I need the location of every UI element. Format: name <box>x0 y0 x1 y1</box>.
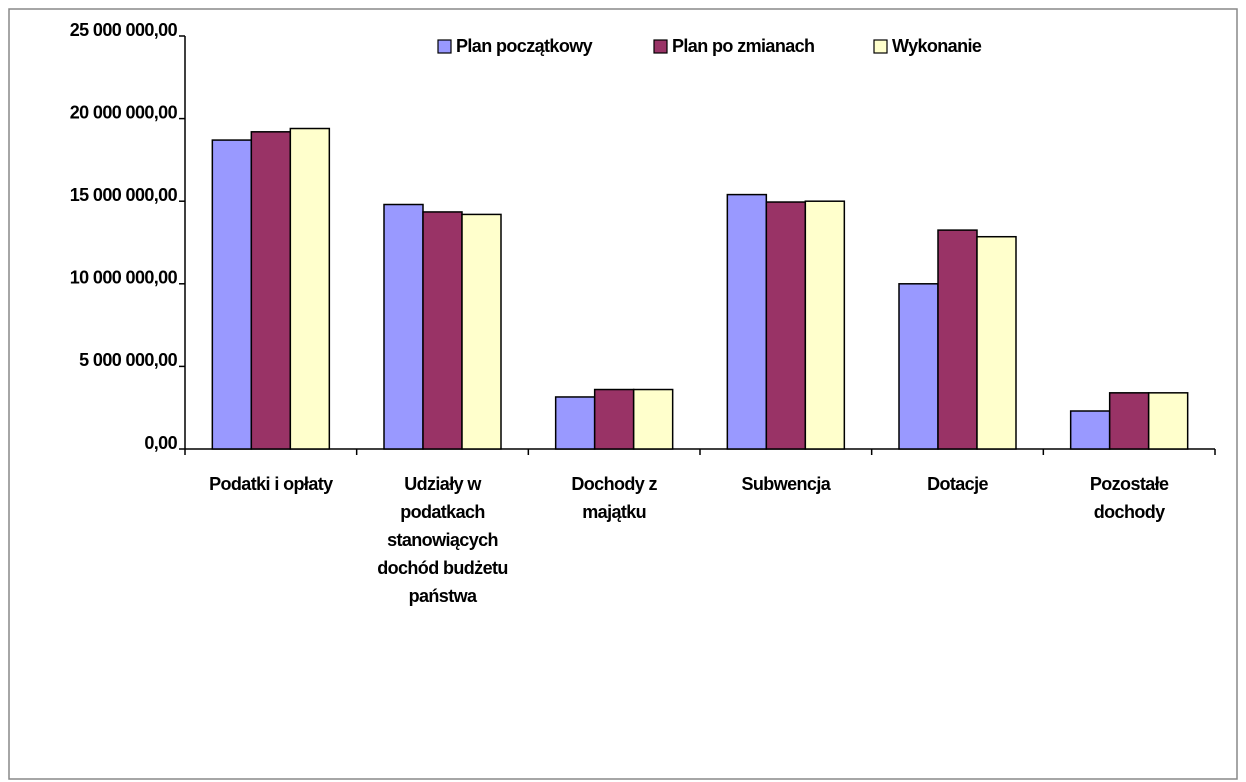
x-tick-label: Subwencja <box>742 474 832 494</box>
legend-swatch <box>653 39 668 54</box>
bar <box>632 388 674 450</box>
y-tick-label: 15 000 000,00 <box>70 185 178 205</box>
bar <box>1069 410 1111 450</box>
legend-label: Plan po zmianach <box>672 36 814 56</box>
bar <box>765 201 807 450</box>
bar <box>554 396 596 450</box>
bar <box>1108 392 1150 450</box>
bar <box>422 211 463 450</box>
bar <box>726 193 768 450</box>
x-tick-label: Dotacje <box>927 474 988 494</box>
bar <box>461 213 502 450</box>
bar <box>898 283 939 450</box>
bar <box>1147 392 1189 450</box>
bar <box>289 127 331 450</box>
y-tick-label: 0,00 <box>144 433 177 453</box>
y-tick-label: 20 000 000,00 <box>70 102 178 122</box>
legend-label: Plan początkowy <box>456 36 593 56</box>
legend-label: Wykonanie <box>892 36 982 56</box>
legend-swatch <box>873 39 888 54</box>
x-tick-label: Podatki i opłaty <box>209 474 333 494</box>
x-tick-label: Pozostałe dochody <box>1090 474 1169 522</box>
x-tick-label: Udziały w podatkach stanowiących dochód bud… <box>377 474 508 606</box>
y-tick-label: 5 000 000,00 <box>79 350 177 370</box>
bar <box>593 388 635 450</box>
legend-swatch <box>437 39 452 54</box>
bar <box>937 229 978 450</box>
bar <box>211 139 253 450</box>
bar <box>976 235 1017 450</box>
bar <box>383 203 424 450</box>
y-tick-label: 10 000 000,00 <box>70 268 178 288</box>
y-tick-label: 25 000 000,00 <box>70 20 178 40</box>
x-tick-label: Dochody z majątku <box>571 474 657 522</box>
bar <box>250 131 292 450</box>
bar <box>804 200 846 450</box>
